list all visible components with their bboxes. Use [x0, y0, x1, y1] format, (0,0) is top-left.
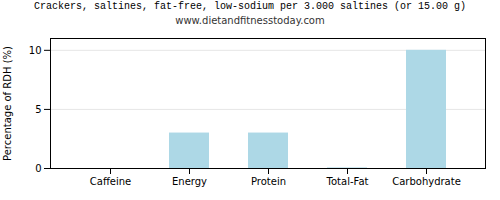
svg-text:5: 5: [35, 104, 41, 115]
svg-text:Caffeine: Caffeine: [90, 176, 131, 187]
svg-text:0: 0: [35, 163, 41, 174]
svg-text:Total-Fat: Total-Fat: [326, 176, 369, 187]
svg-text:Carbohydrate: Carbohydrate: [392, 176, 461, 187]
html-text:Crackers, saltines, fat-free,: Crackers, saltines, fat-free, low-sodium…: [34, 1, 466, 12]
svg-text:10: 10: [29, 45, 42, 56]
html-text:www.dietandfitnesstoday.com: www.dietandfitnesstoday.com: [175, 15, 325, 26]
svg-text:Percentage of RDH (%): Percentage of RDH (%): [2, 46, 13, 161]
svg-text:Energy: Energy: [172, 176, 207, 187]
svg-text:Protein: Protein: [251, 176, 286, 187]
